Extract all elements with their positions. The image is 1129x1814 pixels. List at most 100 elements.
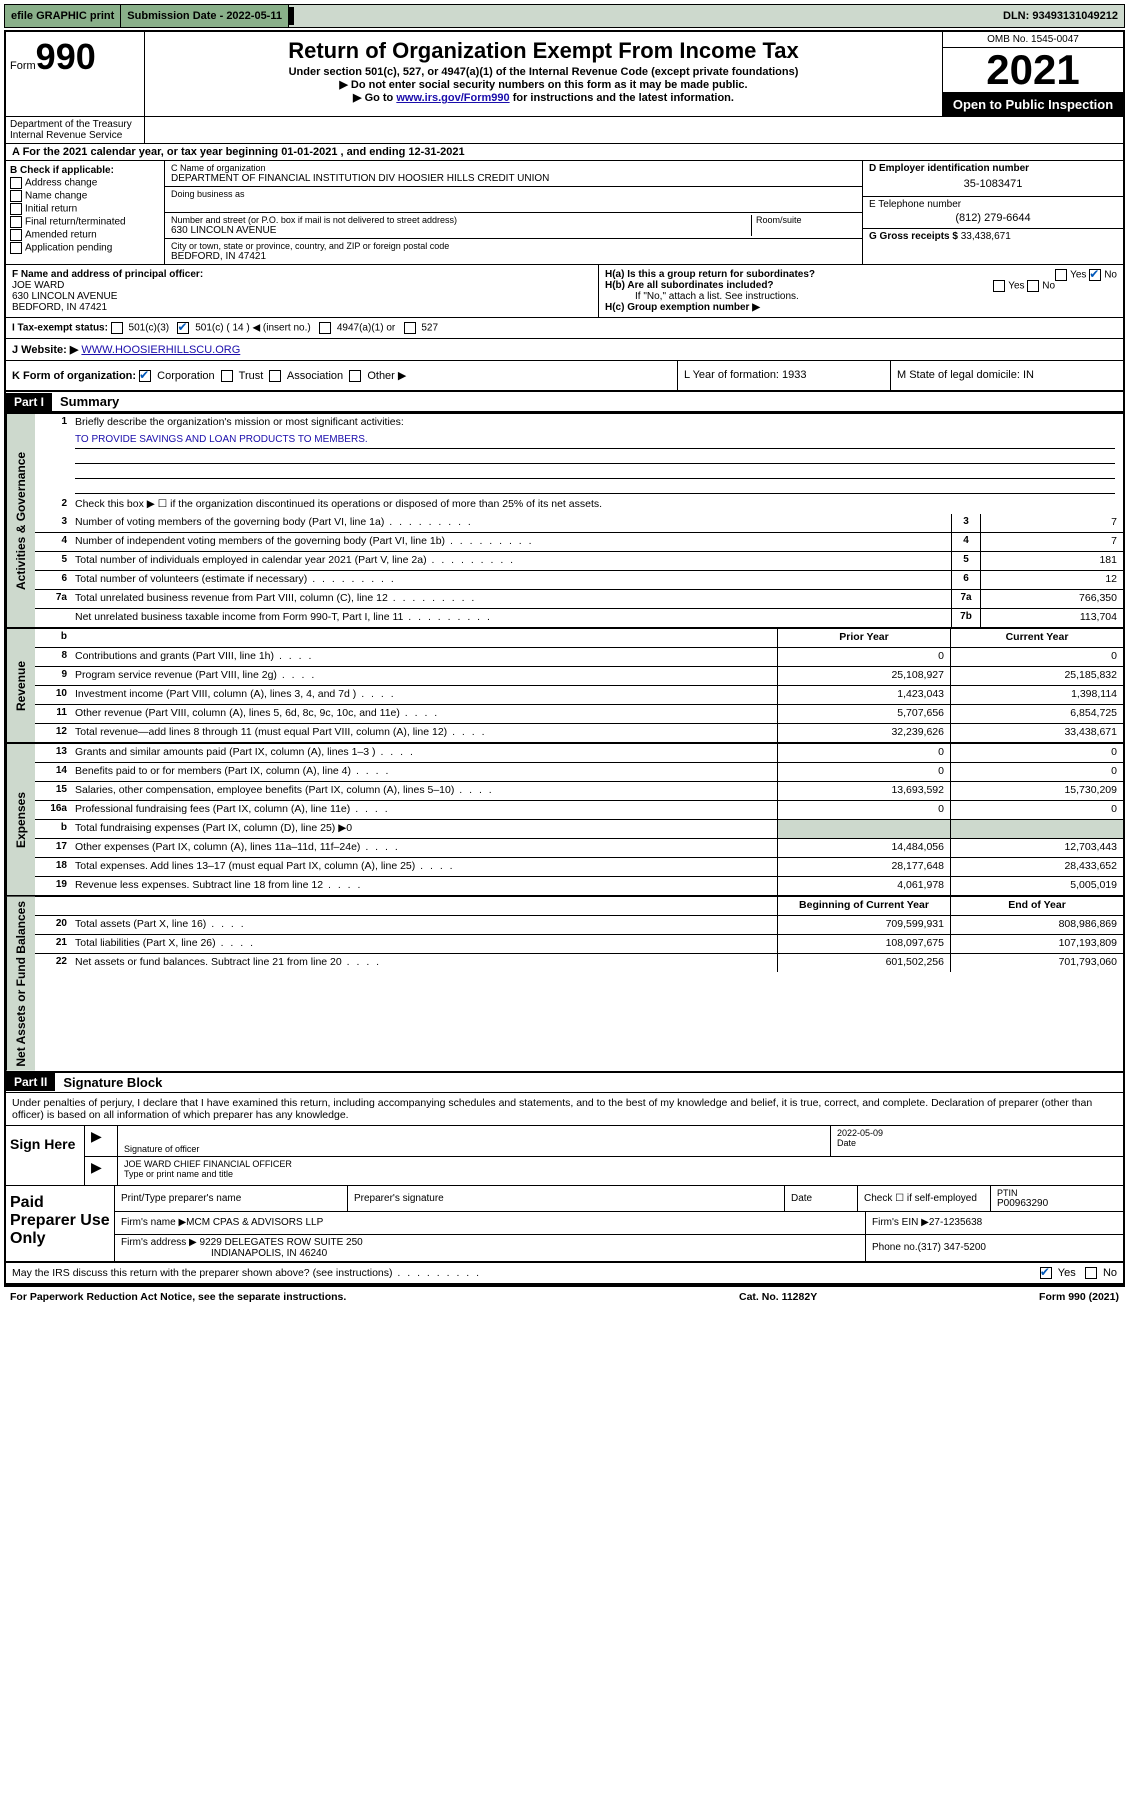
firm-name-label: Firm's name ▶ <box>121 1217 186 1228</box>
summary-row: 16a Professional fundraising fees (Part … <box>35 801 1123 820</box>
side-governance: Activities & Governance <box>6 414 35 627</box>
governance-section: Activities & Governance 1 Briefly descri… <box>6 412 1123 627</box>
revenue-section: Revenue b Prior Year Current Year 8 Cont… <box>6 627 1123 742</box>
summary-row: 8 Contributions and grants (Part VIII, l… <box>35 648 1123 667</box>
col-end-year: End of Year <box>950 897 1123 915</box>
note-link: ▶ Go to www.irs.gov/Form990 for instruct… <box>153 91 934 104</box>
check-trust[interactable] <box>221 370 233 382</box>
part1-title: Summary <box>52 392 127 411</box>
officer-name: JOE WARD <box>12 280 592 291</box>
part2-badge: Part II <box>6 1073 55 1091</box>
officer-group-row: F Name and address of principal officer:… <box>6 265 1123 318</box>
col-begin-year: Beginning of Current Year <box>777 897 950 915</box>
summary-row: 12 Total revenue—add lines 8 through 11 … <box>35 724 1123 742</box>
dept-row: Department of the Treasury Internal Reve… <box>6 117 1123 144</box>
footer-form: Form 990 (2021) <box>939 1291 1119 1303</box>
check-application-pending[interactable]: Application pending <box>10 242 160 254</box>
note-ssn: ▶ Do not enter social security numbers o… <box>153 78 934 91</box>
ein-value: 35-1083471 <box>869 174 1117 194</box>
line-a: A For the 2021 calendar year, or tax yea… <box>6 144 1123 161</box>
efile-print-button[interactable]: efile GRAPHIC print <box>5 5 121 27</box>
prep-self-employed: Check ☐ if self-employed <box>858 1186 991 1211</box>
website-link[interactable]: WWW.HOOSIERHILLSCU.ORG <box>81 344 240 356</box>
summary-row: 20 Total assets (Part X, line 16) 709,59… <box>35 916 1123 935</box>
expenses-section: Expenses 13 Grants and similar amounts p… <box>6 742 1123 895</box>
netassets-section: Net Assets or Fund Balances Beginning of… <box>6 895 1123 1071</box>
footer-catno: Cat. No. 11282Y <box>739 1291 939 1303</box>
q2-label: Check this box ▶ ☐ if the organization d… <box>71 496 1123 514</box>
website-row: J Website: ▶ WWW.HOOSIERHILLSCU.ORG <box>6 339 1123 361</box>
firm-phone-value: (317) 347-5200 <box>918 1242 986 1253</box>
check-527[interactable] <box>404 322 416 334</box>
check-association[interactable] <box>269 370 281 382</box>
check-amended-return[interactable]: Amended return <box>10 229 160 241</box>
firm-ein-value: 27-1235638 <box>929 1217 982 1228</box>
side-netassets: Net Assets or Fund Balances <box>6 897 35 1071</box>
part2-title: Signature Block <box>55 1073 170 1092</box>
entity-section: B Check if applicable: Address change Na… <box>6 161 1123 265</box>
summary-row: Net unrelated business taxable income fr… <box>35 609 1123 627</box>
phone-label: E Telephone number <box>869 199 1117 210</box>
prep-name-label: Print/Type preparer's name <box>115 1186 348 1211</box>
summary-row: 15 Salaries, other compensation, employe… <box>35 782 1123 801</box>
dept-label: Department of the Treasury Internal Reve… <box>6 117 145 143</box>
check-name-change[interactable]: Name change <box>10 190 160 202</box>
hb-question: H(b) Are all subordinates included? Yes … <box>605 280 1117 291</box>
submission-date-button[interactable]: Submission Date - 2022-05-11 <box>121 5 289 27</box>
part1-header-row: Part I Summary <box>6 392 1123 412</box>
gross-value: 33,438,671 <box>961 231 1011 242</box>
part1-badge: Part I <box>6 393 52 411</box>
discuss-yes[interactable] <box>1040 1267 1052 1279</box>
discuss-no[interactable] <box>1085 1267 1097 1279</box>
check-address-change[interactable]: Address change <box>10 177 160 189</box>
form-header: Form990 Return of Organization Exempt Fr… <box>6 32 1123 117</box>
officer-label: F Name and address of principal officer: <box>12 269 592 280</box>
check-initial-return[interactable]: Initial return <box>10 203 160 215</box>
firm-phone-label: Phone no. <box>872 1242 918 1253</box>
firm-addr2: INDIANAPOLIS, IN 46240 <box>121 1248 859 1259</box>
check-501c[interactable] <box>177 322 189 334</box>
summary-row: 7a Total unrelated business revenue from… <box>35 590 1123 609</box>
form-990-number: 990 <box>36 36 96 77</box>
discuss-row: May the IRS discuss this return with the… <box>6 1263 1123 1285</box>
summary-row: 11 Other revenue (Part VIII, column (A),… <box>35 705 1123 724</box>
summary-row: 6 Total number of volunteers (estimate i… <box>35 571 1123 590</box>
col-current-year: Current Year <box>950 629 1123 647</box>
dba-label: Doing business as <box>171 189 856 199</box>
hb-no[interactable] <box>1027 280 1039 292</box>
firm-addr1: 9229 DELEGATES ROW SUITE 250 <box>200 1237 363 1248</box>
sign-here-table: Sign Here ▶ Signature of officer 2022-05… <box>6 1125 1123 1186</box>
dln-label: DLN: 93493131049212 <box>997 5 1124 27</box>
title-box: Return of Organization Exempt From Incom… <box>145 32 942 116</box>
street-value: 630 LINCOLN AVENUE <box>171 225 751 236</box>
check-corporation[interactable] <box>139 370 151 382</box>
mission-text: TO PROVIDE SAVINGS AND LOAN PRODUCTS TO … <box>75 434 1115 449</box>
summary-row: 21 Total liabilities (Part X, line 26) 1… <box>35 935 1123 954</box>
irs-link[interactable]: www.irs.gov/Form990 <box>396 92 509 104</box>
check-other[interactable] <box>349 370 361 382</box>
org-name: DEPARTMENT OF FINANCIAL INSTITUTION DIV … <box>171 173 856 184</box>
ha-yes[interactable] <box>1055 269 1067 281</box>
ptin-value: P00963290 <box>997 1198 1048 1209</box>
hc-question: H(c) Group exemption number ▶ <box>605 302 1117 313</box>
summary-row: 14 Benefits paid to or for members (Part… <box>35 763 1123 782</box>
sign-here-label: Sign Here <box>6 1126 85 1185</box>
ptin-label: PTIN <box>997 1188 1048 1198</box>
check-4947[interactable] <box>319 322 331 334</box>
part2-header-row: Part II Signature Block <box>6 1071 1123 1093</box>
footer-paperwork: For Paperwork Reduction Act Notice, see … <box>10 1291 739 1303</box>
officer-addr2: BEDFORD, IN 47421 <box>12 302 592 313</box>
check-final-return[interactable]: Final return/terminated <box>10 216 160 228</box>
side-revenue: Revenue <box>6 629 35 742</box>
ha-no[interactable] <box>1089 269 1101 281</box>
form-container: Form990 Return of Organization Exempt Fr… <box>4 30 1125 1287</box>
room-label: Room/suite <box>756 215 856 225</box>
q1-label: Briefly describe the organization's miss… <box>71 414 1123 432</box>
declaration-text: Under penalties of perjury, I declare th… <box>6 1093 1123 1125</box>
check-501c3[interactable] <box>111 322 123 334</box>
summary-row: b Total fundraising expenses (Part IX, c… <box>35 820 1123 839</box>
sig-date-label: Date <box>837 1138 1117 1148</box>
col-b-header: B Check if applicable: <box>10 165 160 176</box>
phone-value: (812) 279-6644 <box>869 210 1117 226</box>
hb-yes[interactable] <box>993 280 1005 292</box>
